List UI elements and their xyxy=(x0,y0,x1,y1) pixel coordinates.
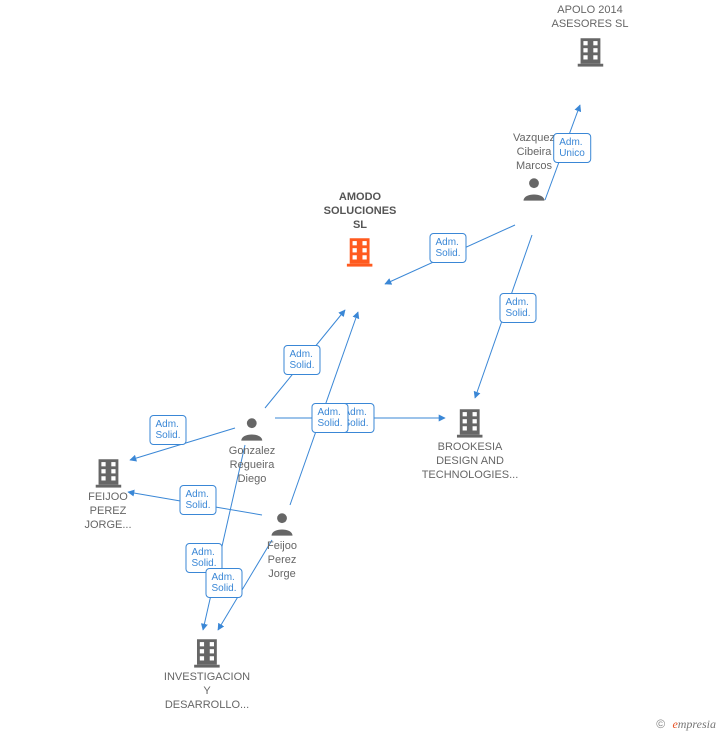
node-feijoo_p[interactable]: Feijoo Perez Jorge xyxy=(267,510,297,581)
edge-label: Adm. Unico xyxy=(553,133,591,163)
edge-label: Adm. Solid. xyxy=(179,485,216,515)
building-icon xyxy=(453,405,487,439)
edge-label: Adm. Solid. xyxy=(429,233,466,263)
node-label: APOLO 2014 ASESORES SL xyxy=(551,4,628,32)
edge-label: Adm. Solid. xyxy=(149,415,186,445)
node-label: INVESTIGACION Y DESARROLLO... xyxy=(164,671,250,712)
node-amodo[interactable]: AMODO SOLUCIONES SL xyxy=(324,191,397,270)
building-icon xyxy=(343,234,377,268)
node-label: Gonzalez Regueira Diego xyxy=(229,445,275,486)
node-gonzalez[interactable]: Gonzalez Regueira Diego xyxy=(229,415,275,486)
edge-label: Adm. Solid. xyxy=(311,403,348,433)
node-brookesia[interactable]: BROOKESIA DESIGN AND TECHNOLOGIES... xyxy=(422,405,519,482)
brand-rest: mpresia xyxy=(678,717,716,731)
building-icon xyxy=(190,635,224,669)
node-apolo[interactable]: APOLO 2014 ASESORES SL xyxy=(551,4,628,70)
footer-branding: © empresia xyxy=(656,717,716,732)
edge-label: Adm. Solid. xyxy=(205,568,242,598)
person-icon xyxy=(238,415,266,443)
person-icon xyxy=(520,175,548,203)
node-label: AMODO SOLUCIONES SL xyxy=(324,191,397,232)
node-vazquez[interactable]: Vazquez Cibeira Marcos xyxy=(513,132,555,205)
edge-label: Adm. Solid. xyxy=(283,345,320,375)
node-label: Feijoo Perez Jorge xyxy=(267,540,297,581)
node-label: BROOKESIA DESIGN AND TECHNOLOGIES... xyxy=(422,441,519,482)
building-icon xyxy=(91,455,125,489)
node-label: FEIJOO PEREZ JORGE... xyxy=(84,491,131,532)
network-diagram: APOLO 2014 ASESORES SL Vazquez Cibeira M… xyxy=(0,0,728,740)
person-icon xyxy=(268,510,296,538)
edge-label: Adm. Solid. xyxy=(499,293,536,323)
edges-layer xyxy=(0,0,728,740)
node-invest[interactable]: INVESTIGACION Y DESARROLLO... xyxy=(164,635,250,712)
building-icon xyxy=(573,34,607,68)
copyright-symbol: © xyxy=(656,717,665,731)
node-feijoo_c[interactable]: FEIJOO PEREZ JORGE... xyxy=(84,455,131,532)
node-label: Vazquez Cibeira Marcos xyxy=(513,132,555,173)
